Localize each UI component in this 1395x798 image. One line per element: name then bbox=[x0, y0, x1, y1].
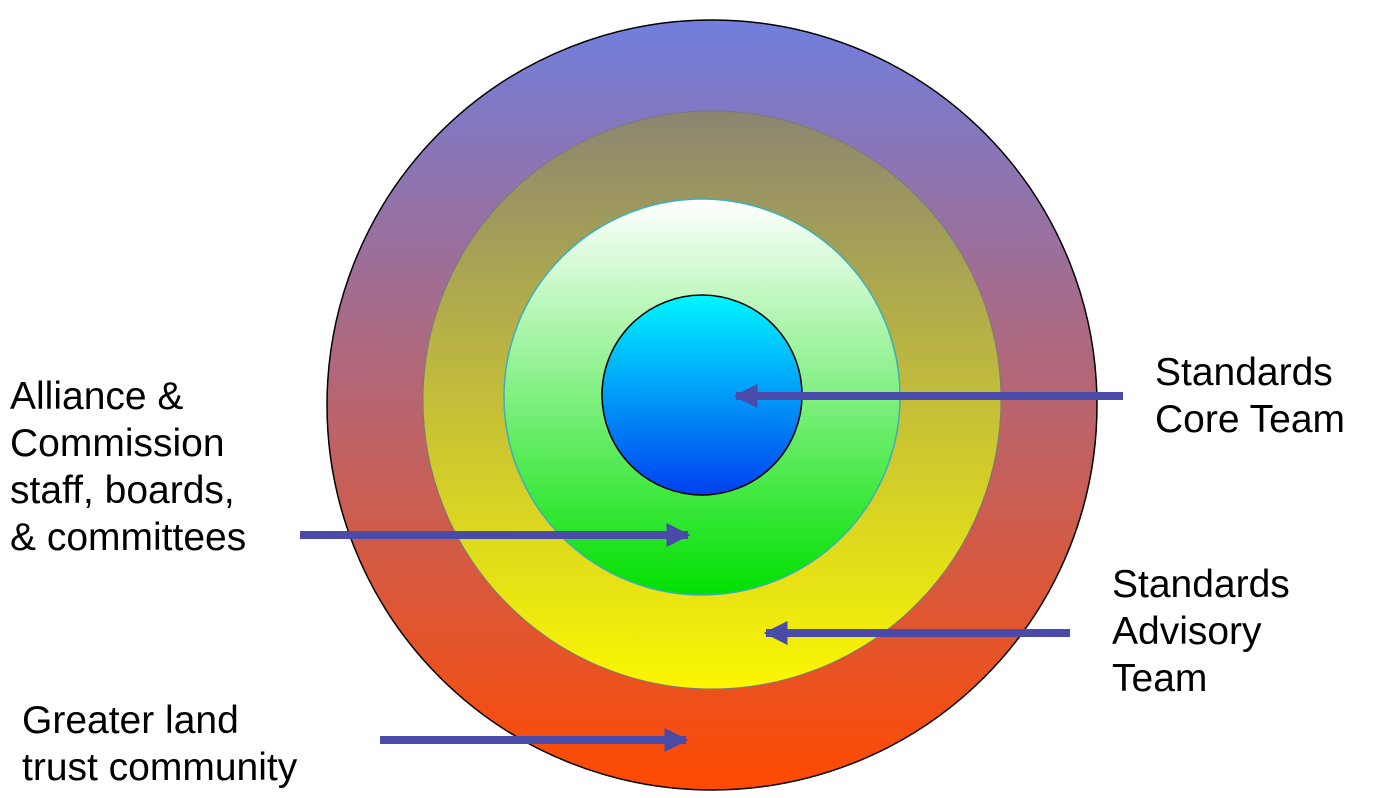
label-greater-community: Greater land trust community bbox=[22, 699, 298, 789]
label-alliance-commission: Alliance & Commission staff, boards, & c… bbox=[10, 375, 247, 559]
label-standards-advisory-team: Standards Advisory Team bbox=[1112, 563, 1290, 700]
label-standards-core-team: Standards Core Team bbox=[1155, 351, 1346, 441]
